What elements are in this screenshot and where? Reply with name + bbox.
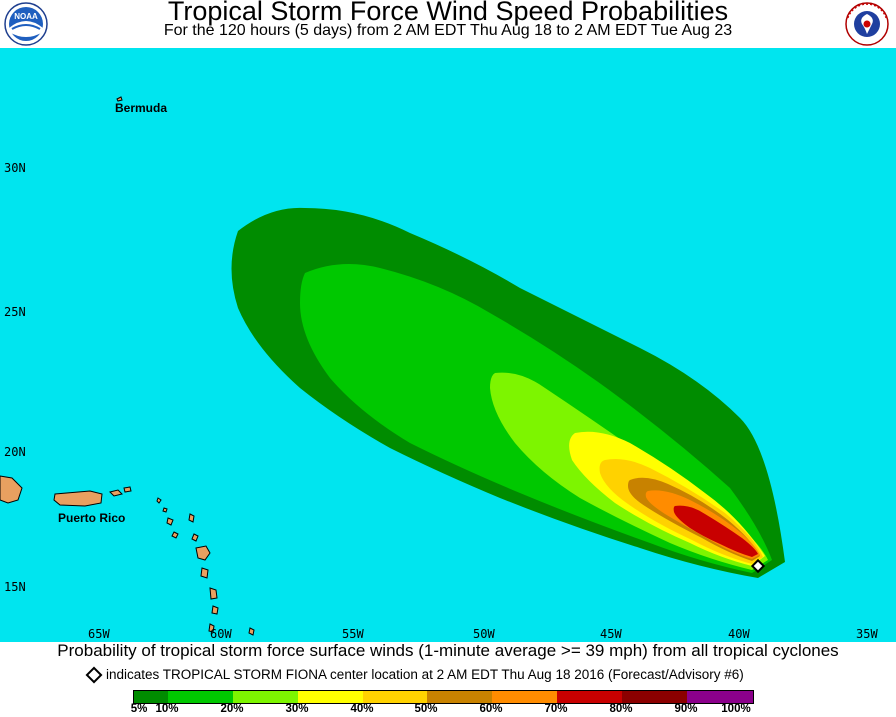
legend-swatch bbox=[687, 691, 753, 703]
storm-center-marker bbox=[750, 558, 766, 574]
lat-label-20n: 20N bbox=[4, 445, 26, 459]
legend-label: 90% bbox=[674, 703, 698, 715]
noaa-logo: NOAA bbox=[4, 2, 48, 46]
legend-swatch bbox=[557, 691, 622, 703]
barbados-land bbox=[248, 627, 255, 636]
lon-label-45w: 45W bbox=[600, 627, 622, 641]
land-masses bbox=[0, 96, 255, 636]
antilles-islands-1 bbox=[156, 497, 168, 513]
probability-legend-labels: 5% 10% 20% 30% 40% 50% 60% 70% 80% 90% 100% bbox=[0, 703, 896, 717]
martinique-land bbox=[209, 587, 218, 600]
contour-70-80 bbox=[673, 505, 758, 557]
puerto-rico-land bbox=[53, 490, 103, 507]
legend-swatch bbox=[363, 691, 427, 703]
lat-label-15n: 15N bbox=[4, 580, 26, 594]
marker-legend: indicates TROPICAL STORM FIONA center lo… bbox=[85, 666, 744, 684]
bermuda-label: Bermuda bbox=[115, 101, 167, 115]
legend-label: 50% bbox=[414, 703, 438, 715]
nws-logo bbox=[845, 2, 889, 46]
probability-color-bar bbox=[133, 690, 754, 704]
legend-swatch bbox=[427, 691, 492, 703]
legend-swatch bbox=[492, 691, 557, 703]
virgin-islands-land bbox=[109, 486, 132, 497]
lon-label-55w: 55W bbox=[342, 627, 364, 641]
legend-label: 40% bbox=[350, 703, 374, 715]
legend-label: 70% bbox=[544, 703, 568, 715]
diamond-marker-icon bbox=[85, 666, 103, 684]
legend-swatch bbox=[622, 691, 687, 703]
legend-label: 30% bbox=[285, 703, 309, 715]
legend-swatch bbox=[134, 691, 168, 703]
antilles-islands-3 bbox=[188, 513, 199, 542]
lon-label-40w: 40W bbox=[728, 627, 750, 641]
legend-swatch bbox=[233, 691, 298, 703]
lon-label-60w: 60W bbox=[210, 627, 232, 641]
guadeloupe-land bbox=[195, 545, 211, 561]
legend-label: 100% bbox=[721, 703, 751, 715]
legend-swatch bbox=[168, 691, 233, 703]
legend-label: 20% bbox=[220, 703, 244, 715]
page-subtitle: For the 120 hours (5 days) from 2 AM EDT… bbox=[163, 22, 733, 39]
bermuda-land bbox=[116, 96, 123, 102]
lat-label-30n: 30N bbox=[4, 161, 26, 175]
legend-label: 80% bbox=[609, 703, 633, 715]
legend-label: 5% bbox=[130, 703, 148, 715]
svg-text:NOAA: NOAA bbox=[14, 12, 38, 21]
map-caption: Probability of tropical storm force surf… bbox=[57, 641, 839, 660]
marker-legend-text: indicates TROPICAL STORM FIONA center lo… bbox=[106, 667, 744, 682]
legend-label: 10% bbox=[155, 703, 179, 715]
st-lucia-land bbox=[211, 605, 219, 615]
dominica-land bbox=[200, 567, 209, 579]
legend-label: 60% bbox=[479, 703, 503, 715]
page-title: Tropical Storm Force Wind Speed Probabil… bbox=[167, 0, 729, 26]
probability-map: Bermuda Puerto Rico 30N 25N 20N 15N 65W … bbox=[0, 48, 896, 642]
lon-label-50w: 50W bbox=[473, 627, 495, 641]
lat-label-25n: 25N bbox=[4, 305, 26, 319]
st-vincent-land bbox=[208, 623, 215, 633]
header: NOAA Tropical Storm Force Wind Speed Pro… bbox=[0, 0, 896, 48]
hispaniola-land bbox=[0, 475, 23, 504]
legend-swatch bbox=[298, 691, 363, 703]
antilles-islands-2 bbox=[166, 517, 179, 539]
lon-label-65w: 65W bbox=[88, 627, 110, 641]
lon-label-35w: 35W bbox=[856, 627, 878, 641]
puerto-rico-label: Puerto Rico bbox=[58, 511, 125, 525]
